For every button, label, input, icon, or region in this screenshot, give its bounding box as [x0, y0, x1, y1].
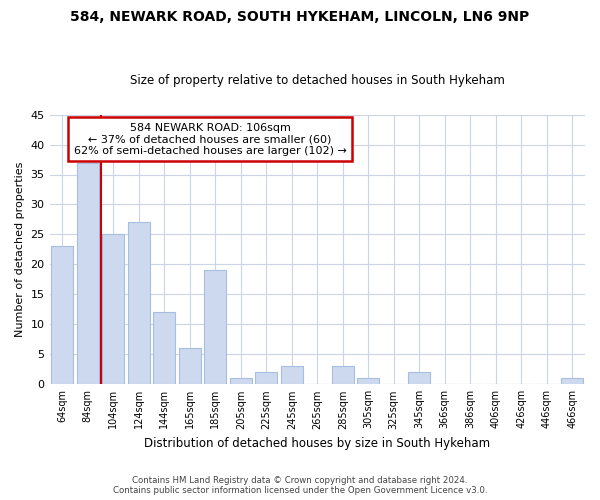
Bar — [103, 234, 124, 384]
Bar — [281, 366, 302, 384]
Bar — [205, 270, 226, 384]
Text: 584 NEWARK ROAD: 106sqm
← 37% of detached houses are smaller (60)
62% of semi-de: 584 NEWARK ROAD: 106sqm ← 37% of detache… — [74, 122, 347, 156]
Bar — [52, 246, 73, 384]
Bar — [562, 378, 583, 384]
X-axis label: Distribution of detached houses by size in South Hykeham: Distribution of detached houses by size … — [144, 437, 490, 450]
Bar — [179, 348, 200, 384]
Bar — [409, 372, 430, 384]
Bar — [230, 378, 251, 384]
Bar — [128, 222, 149, 384]
Bar — [358, 378, 379, 384]
Y-axis label: Number of detached properties: Number of detached properties — [15, 162, 25, 337]
Bar — [154, 312, 175, 384]
Text: Contains HM Land Registry data © Crown copyright and database right 2024.
Contai: Contains HM Land Registry data © Crown c… — [113, 476, 487, 495]
Bar — [77, 162, 98, 384]
Title: Size of property relative to detached houses in South Hykeham: Size of property relative to detached ho… — [130, 74, 505, 87]
Text: 584, NEWARK ROAD, SOUTH HYKEHAM, LINCOLN, LN6 9NP: 584, NEWARK ROAD, SOUTH HYKEHAM, LINCOLN… — [70, 10, 530, 24]
Bar — [256, 372, 277, 384]
Bar — [332, 366, 353, 384]
